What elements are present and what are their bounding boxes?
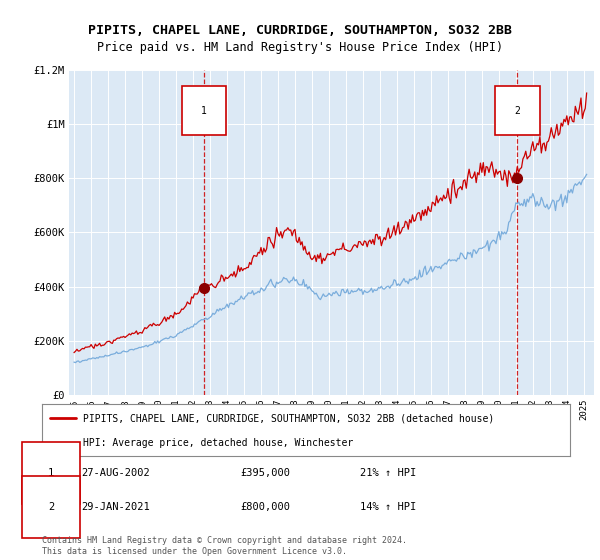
Text: Contains HM Land Registry data © Crown copyright and database right 2024.
This d: Contains HM Land Registry data © Crown c…: [42, 536, 407, 556]
Text: 29-JAN-2021: 29-JAN-2021: [81, 502, 150, 512]
Text: £395,000: £395,000: [240, 468, 290, 478]
Text: 27-AUG-2002: 27-AUG-2002: [81, 468, 150, 478]
Text: HPI: Average price, detached house, Winchester: HPI: Average price, detached house, Winc…: [83, 438, 353, 449]
Text: 21% ↑ HPI: 21% ↑ HPI: [360, 468, 416, 478]
Text: 1: 1: [48, 468, 54, 478]
Text: 14% ↑ HPI: 14% ↑ HPI: [360, 502, 416, 512]
Text: PIPITS, CHAPEL LANE, CURDRIDGE, SOUTHAMPTON, SO32 2BB: PIPITS, CHAPEL LANE, CURDRIDGE, SOUTHAMP…: [88, 24, 512, 38]
Text: £800,000: £800,000: [240, 502, 290, 512]
Text: 2: 2: [48, 502, 54, 512]
Text: 1: 1: [201, 106, 207, 115]
Text: Price paid vs. HM Land Registry's House Price Index (HPI): Price paid vs. HM Land Registry's House …: [97, 40, 503, 54]
Text: 2: 2: [514, 106, 520, 115]
Text: PIPITS, CHAPEL LANE, CURDRIDGE, SOUTHAMPTON, SO32 2BB (detached house): PIPITS, CHAPEL LANE, CURDRIDGE, SOUTHAMP…: [83, 413, 494, 423]
